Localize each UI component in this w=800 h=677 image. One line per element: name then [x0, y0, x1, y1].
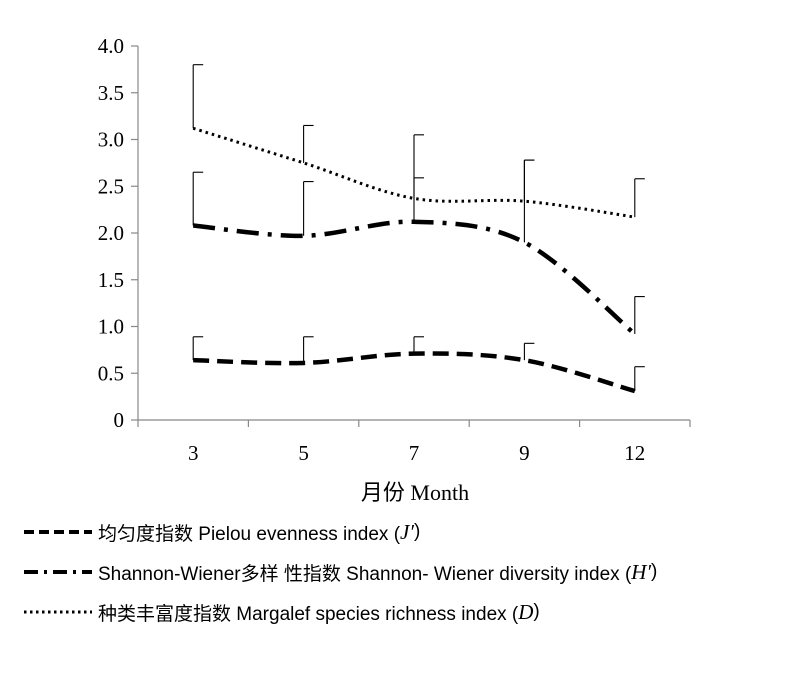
x-tick-labels: 3 5 7 9 12: [188, 441, 645, 465]
x-axis-title: 月份 Month: [361, 480, 469, 505]
x-tick-label: 7: [409, 441, 420, 465]
y-tick-label: 0.5: [98, 361, 124, 385]
series-line-1: [193, 351, 636, 394]
legend-item-margalef: 种类丰富度指数 Margalef species richness index …: [22, 592, 800, 632]
chart: 0 0.5 1.0 1.5 2.0 2.5 3.0 3.5 4.0 3 5 7 9 12 月份 Mont…: [98, 34, 691, 505]
legend-label-shannon: Shannon-Wiener多样 性指数 Shannon- Wiener div…: [98, 563, 632, 585]
legend-close-paren: ): [413, 521, 421, 542]
series-lines: [192, 126, 637, 394]
y-tick-label: 1.5: [98, 268, 124, 292]
legend-symbol-j: J′: [400, 519, 414, 544]
error-bars: [192, 64, 645, 392]
legend-item-shannon: Shannon-Wiener多样 性指数 Shannon- Wiener div…: [22, 552, 800, 592]
x-tick-label: 5: [298, 441, 309, 465]
legend-symbol-d: D: [518, 599, 534, 624]
x-tick-label: 12: [624, 441, 645, 465]
legend-label-margalef: 种类丰富度指数 Margalef species richness index …: [98, 603, 519, 625]
legend-item-pielou: 均匀度指数 Pielou evenness index (J′): [22, 512, 800, 552]
legend-close-paren: ): [651, 561, 658, 582]
legend-swatch-dashed: [24, 530, 92, 534]
y-tick-label: 2.0: [98, 221, 124, 245]
y-tick-label: 4.0: [98, 34, 124, 58]
x-tick-label: 3: [188, 441, 199, 465]
legend-close-paren: ): [533, 601, 540, 622]
legend-label-pielou: 均匀度指数 Pielou evenness index (: [98, 523, 401, 545]
y-tick-label: 0: [114, 408, 125, 432]
x-tick-label: 9: [519, 441, 530, 465]
y-tick-label: 3.0: [98, 128, 124, 152]
legend-swatch-dotted: [24, 610, 92, 614]
legend-swatch-dashdot: [24, 570, 92, 574]
legend-symbol-h: H′: [631, 559, 652, 584]
y-tick-label: 2.5: [98, 174, 124, 198]
y-tick-label: 1.0: [98, 315, 124, 339]
y-tick-label: 3.5: [98, 81, 124, 105]
axes: [131, 45, 691, 427]
series-line-2: [192, 219, 637, 336]
y-tick-labels: 0 0.5 1.0 1.5 2.0 2.5 3.0 3.5 4.0: [98, 34, 124, 432]
